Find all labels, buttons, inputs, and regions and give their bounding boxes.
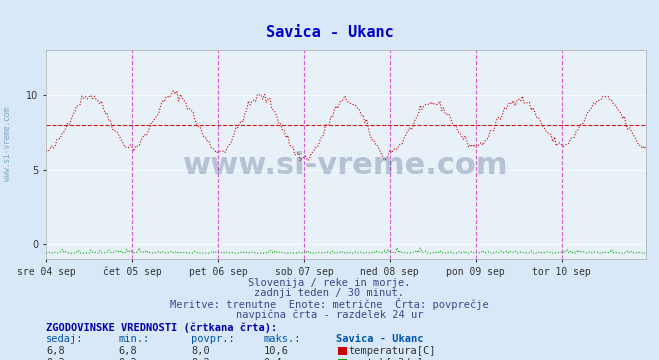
Text: ZGODOVINSKE VREDNOSTI (črtkana črta):: ZGODOVINSKE VREDNOSTI (črtkana črta): [46,322,277,333]
Text: maks.:: maks.: [264,334,301,345]
Text: 0,4: 0,4 [264,358,282,360]
Text: temperatura[C]: temperatura[C] [348,346,436,356]
Text: 0,3: 0,3 [46,358,65,360]
Text: navpična črta - razdelek 24 ur: navpična črta - razdelek 24 ur [236,310,423,320]
Text: Meritve: trenutne  Enote: metrične  Črta: povprečje: Meritve: trenutne Enote: metrične Črta: … [170,298,489,310]
Text: sedaj:: sedaj: [46,334,84,345]
Text: www.si-vreme.com: www.si-vreme.com [3,107,13,181]
Text: Slovenija / reke in morje.: Slovenija / reke in morje. [248,278,411,288]
Text: 8,0: 8,0 [191,346,210,356]
Text: 0,2: 0,2 [119,358,137,360]
Text: www.si-vreme.com: www.si-vreme.com [183,151,509,180]
Text: pretok[m3/s]: pretok[m3/s] [348,358,423,360]
Text: 10,6: 10,6 [264,346,289,356]
Bar [338,359,347,360]
Text: min.:: min.: [119,334,150,345]
Bar [338,347,347,355]
Text: povpr.:: povpr.: [191,334,235,345]
Text: zadnji teden / 30 minut.: zadnji teden / 30 minut. [254,288,405,298]
Text: Savica - Ukanc: Savica - Ukanc [336,334,424,345]
Text: Savica - Ukanc: Savica - Ukanc [266,25,393,40]
Text: 6,8: 6,8 [46,346,65,356]
Text: 0,2: 0,2 [191,358,210,360]
Text: 6,8: 6,8 [119,346,137,356]
